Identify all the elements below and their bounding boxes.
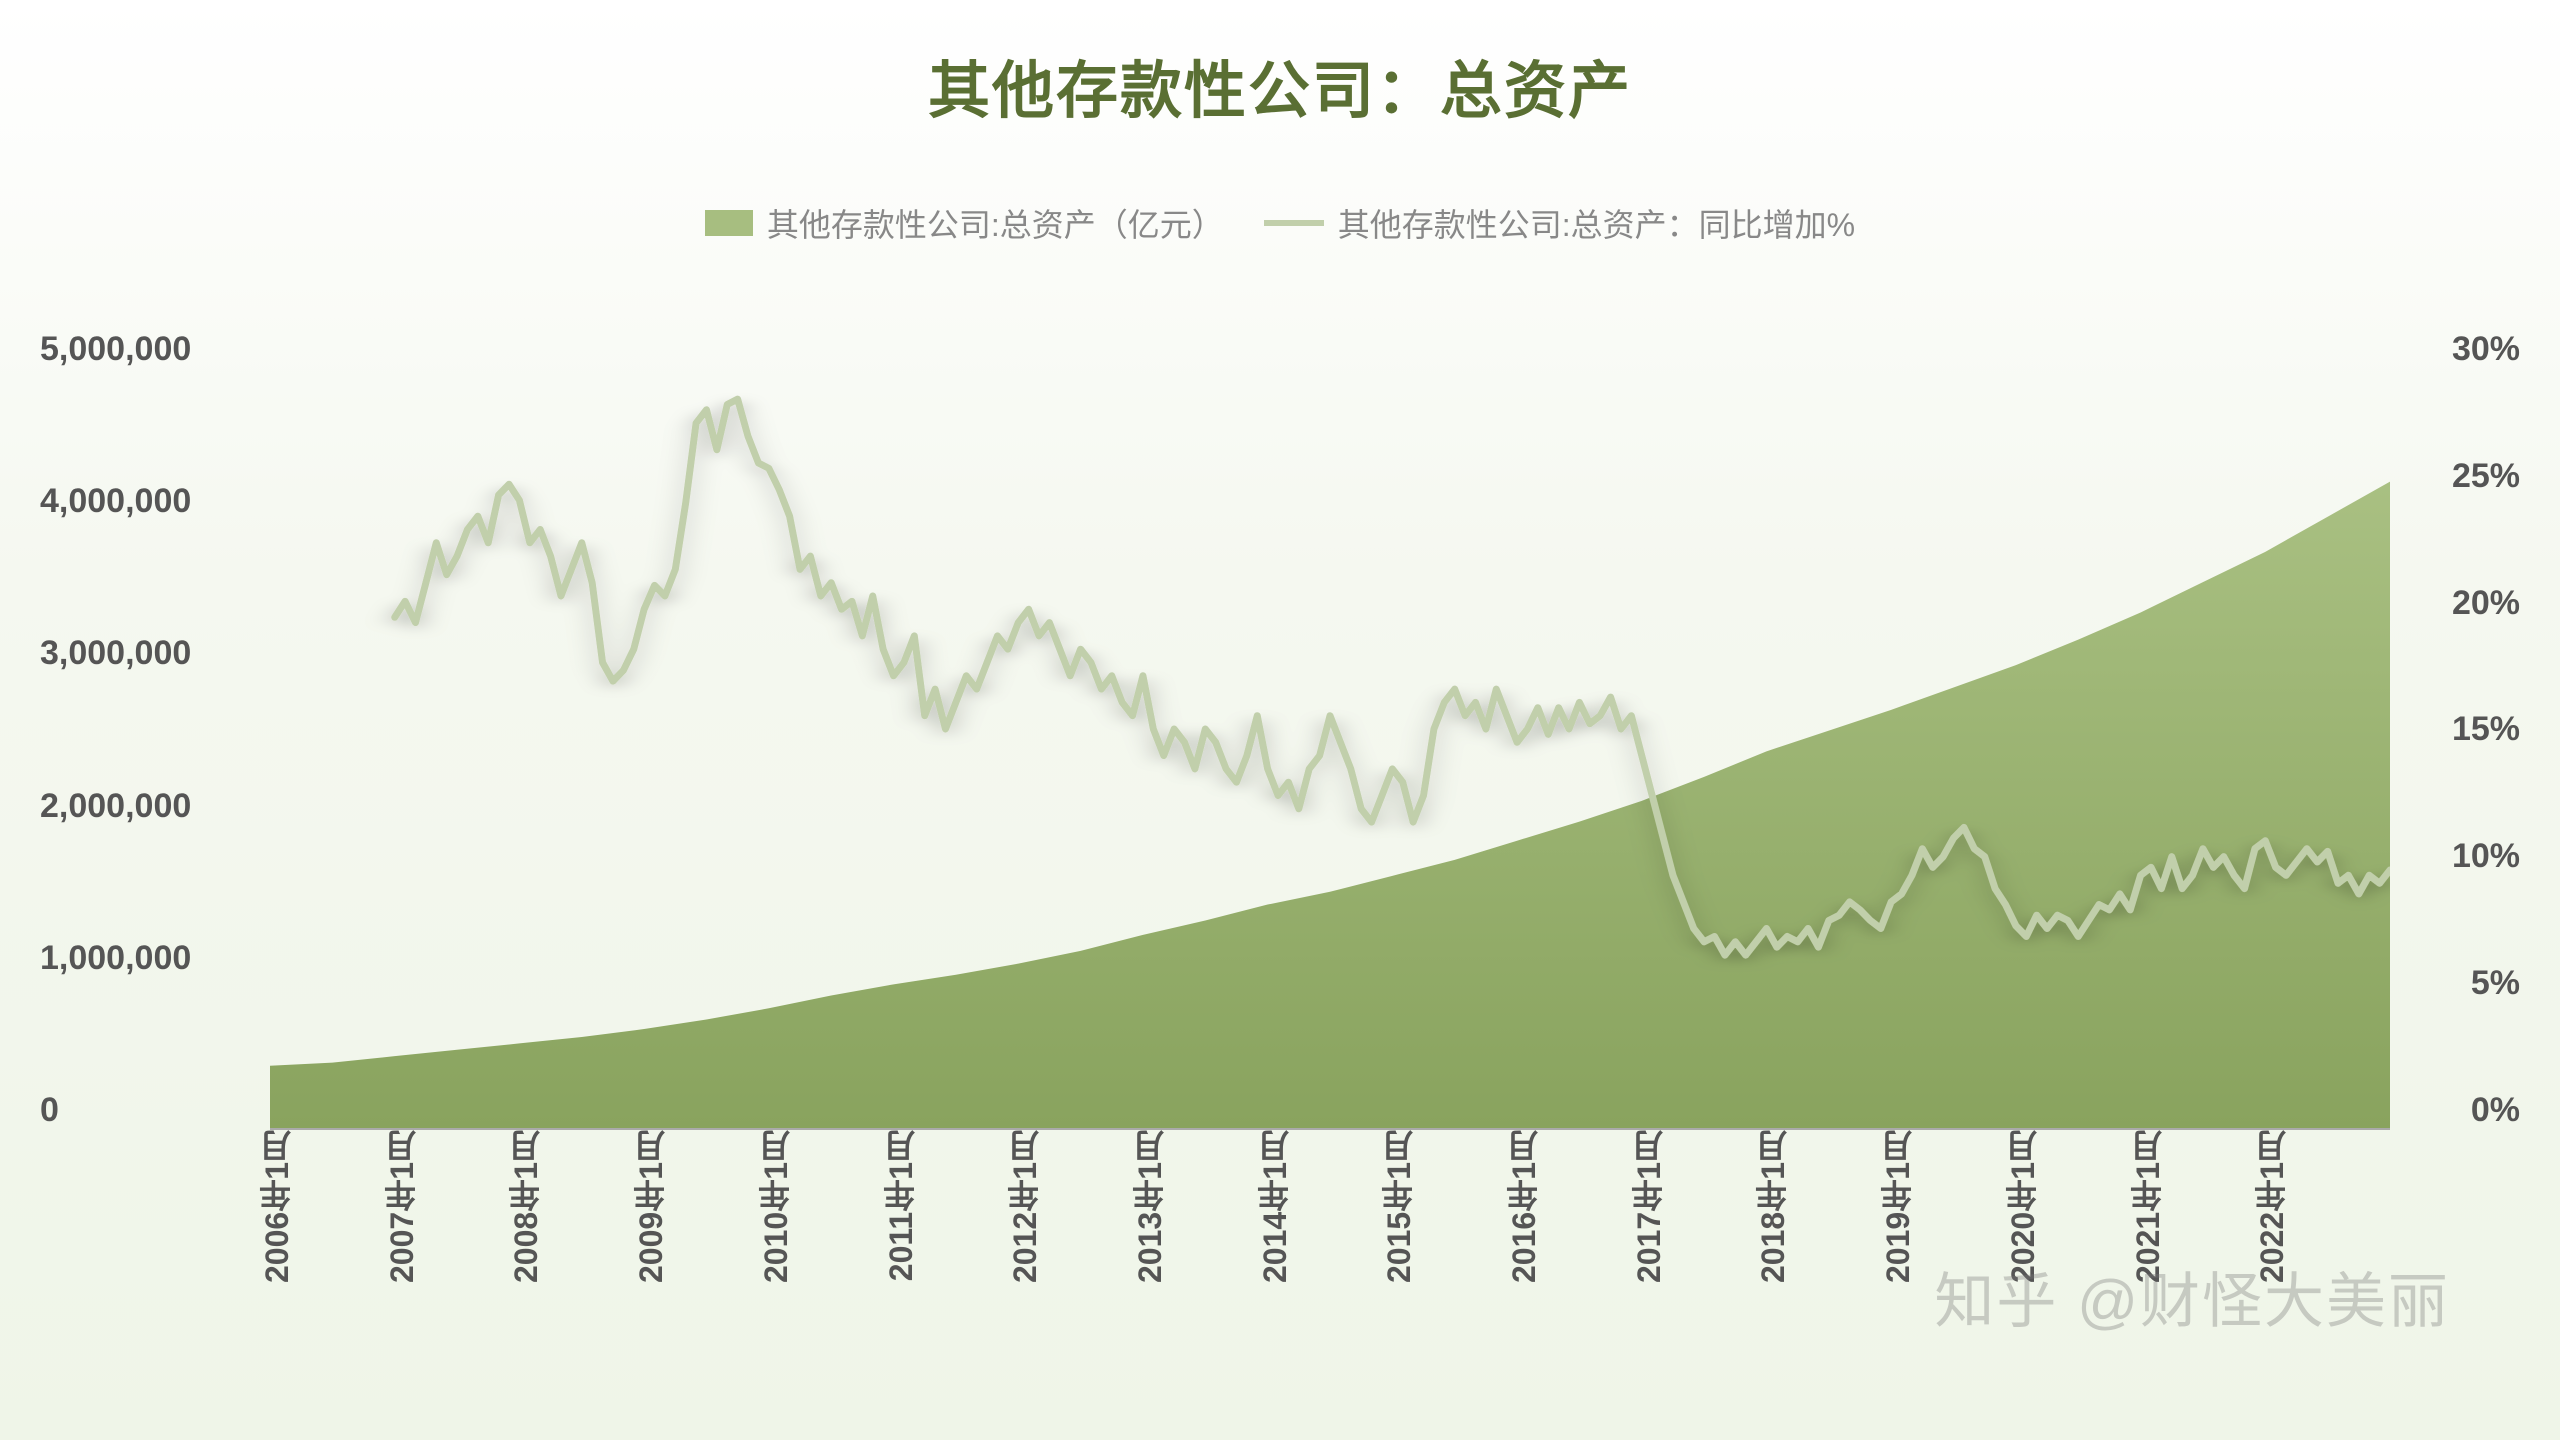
x-tick: 2013年1月	[1127, 1130, 1173, 1283]
x-tick: 2009年1月	[628, 1130, 674, 1283]
chart-title: 其他存款性公司：总资产	[0, 0, 2560, 130]
chart-svg	[270, 330, 2390, 1128]
x-tick: 2011年1月	[878, 1130, 924, 1281]
y-right-tick: 20%	[2452, 584, 2520, 623]
x-tick: 2007年1月	[379, 1130, 425, 1283]
legend-line-label: 其他存款性公司:总资产：同比增加%	[1338, 200, 1855, 246]
x-tick: 2010年1月	[753, 1130, 799, 1283]
watermark: 知乎 @财怪大美丽	[1934, 1253, 2450, 1340]
y-axis-right: 30% 25% 20% 15% 10% 5% 0%	[2400, 330, 2520, 1130]
plot-area	[270, 330, 2390, 1130]
legend-area-label: 其他存款性公司:总资产（亿元）	[767, 200, 1224, 246]
legend-item-area: 其他存款性公司:总资产（亿元）	[705, 200, 1224, 246]
y-right-tick: 0%	[2471, 1091, 2520, 1130]
legend: 其他存款性公司:总资产（亿元） 其他存款性公司:总资产：同比增加%	[0, 200, 2560, 246]
chart-area: 5,000,000 4,000,000 3,000,000 2,000,000 1,00…	[40, 330, 2520, 1370]
y-left-tick: 0	[40, 1091, 59, 1130]
y-axis-left: 5,000,000 4,000,000 3,000,000 2,000,000 1,00…	[40, 330, 250, 1130]
y-right-tick: 5%	[2471, 964, 2520, 1003]
x-tick: 2015年1月	[1376, 1130, 1422, 1283]
y-right-tick: 10%	[2452, 837, 2520, 876]
x-tick: 2006年1月	[254, 1130, 300, 1283]
y-left-tick: 5,000,000	[40, 330, 191, 369]
y-left-tick: 2,000,000	[40, 787, 191, 826]
x-tick: 2016年1月	[1501, 1130, 1547, 1283]
y-left-tick: 1,000,000	[40, 939, 191, 978]
y-left-tick: 3,000,000	[40, 634, 191, 673]
x-tick: 2014年1月	[1252, 1130, 1298, 1283]
x-tick: 2017年1月	[1626, 1130, 1672, 1283]
y-right-tick: 15%	[2452, 710, 2520, 749]
y-right-tick: 30%	[2452, 330, 2520, 369]
legend-item-line: 其他存款性公司:总资产：同比增加%	[1264, 200, 1855, 246]
y-right-tick: 25%	[2452, 457, 2520, 496]
x-tick: 2008年1月	[503, 1130, 549, 1283]
line-swatch-icon	[1264, 220, 1324, 226]
x-tick: 2019年1月	[1875, 1130, 1921, 1283]
y-left-tick: 4,000,000	[40, 482, 191, 521]
x-tick: 2018年1月	[1750, 1130, 1796, 1283]
x-tick: 2012年1月	[1002, 1130, 1048, 1283]
area-swatch-icon	[705, 210, 753, 236]
